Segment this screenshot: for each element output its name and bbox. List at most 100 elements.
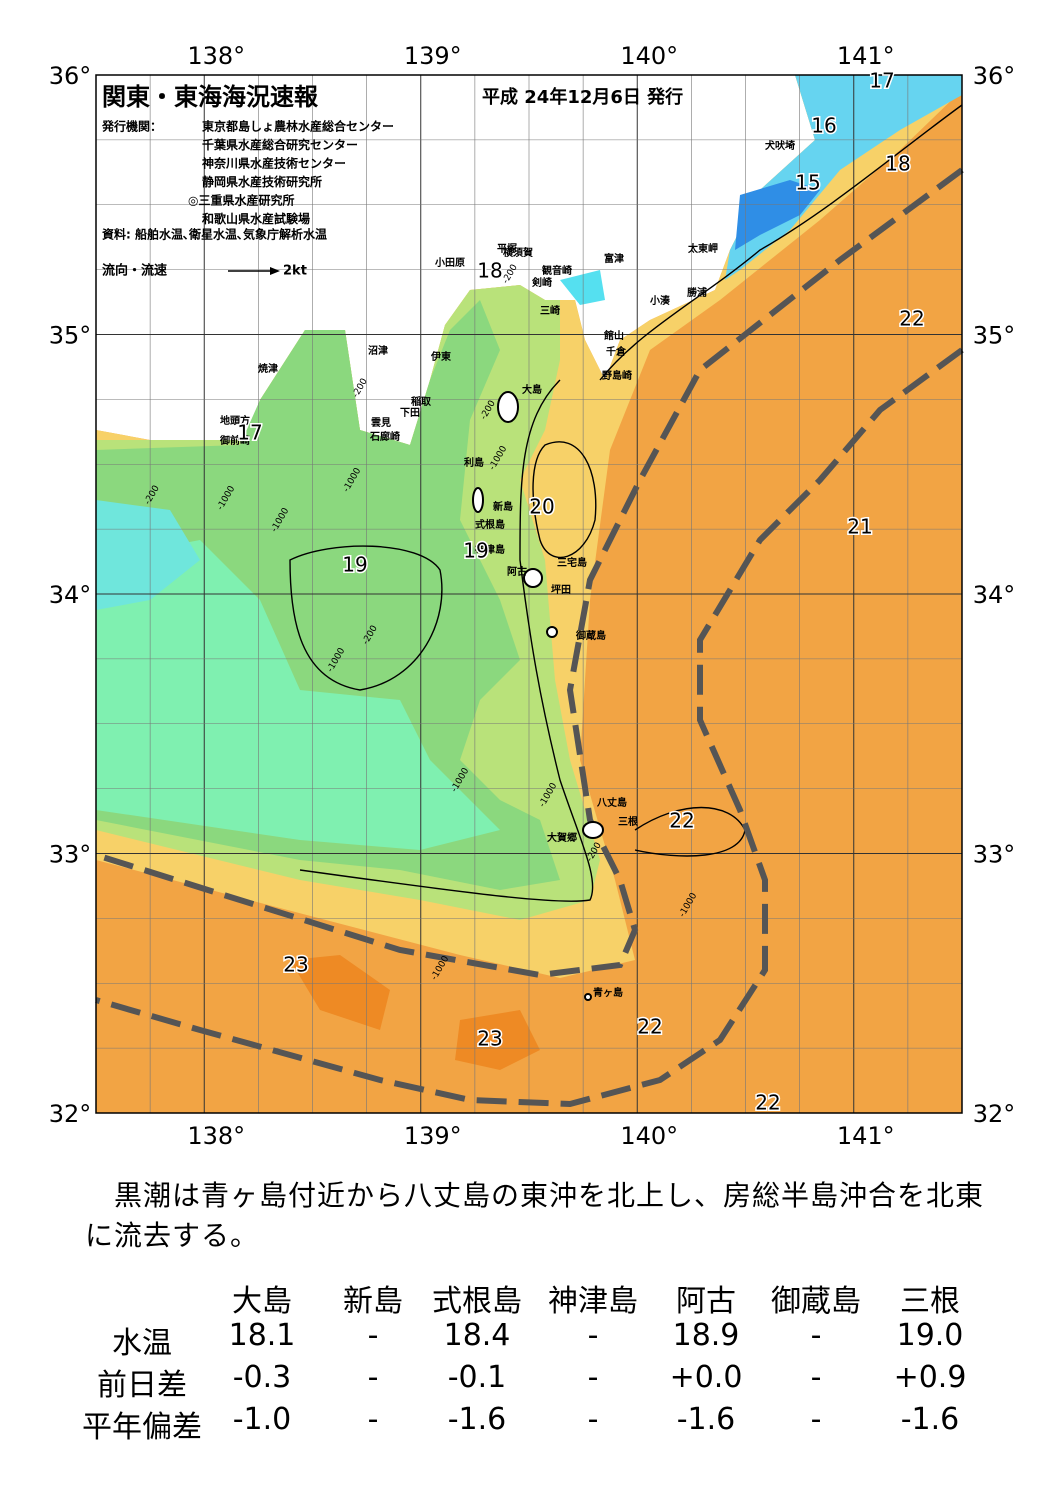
cell: -1.6 — [676, 1402, 736, 1437]
lat-label: 36° — [973, 62, 1016, 90]
lon-label: 139° — [404, 42, 462, 70]
temperature-label: 16 — [811, 114, 836, 138]
lon-label: 138° — [187, 42, 245, 70]
place-label: 御蔵島 — [575, 629, 606, 642]
sea-cyan — [96, 540, 500, 850]
issuer: 和歌山県水産試験場 — [201, 211, 310, 226]
place-label: 沼津 — [368, 344, 388, 357]
cell: +0.0 — [669, 1360, 743, 1395]
row-label: 平年偏差 — [82, 1410, 202, 1445]
sea-deep-orange1 — [290, 955, 390, 1030]
lat-label: 36° — [49, 62, 92, 90]
temperature-label: 19 — [463, 539, 488, 563]
legend-arrowhead — [270, 267, 280, 275]
cell: 18.1 — [228, 1318, 296, 1353]
cell: 19.0 — [896, 1318, 964, 1353]
island — [472, 487, 484, 513]
place-label: 館山 — [603, 329, 624, 342]
column-header: 三根 — [900, 1284, 960, 1319]
place-label: 青ヶ島 — [593, 986, 623, 999]
island — [582, 821, 604, 839]
cell: - — [810, 1402, 822, 1437]
lat-label: 32° — [49, 1100, 92, 1128]
temperature-label: 22 — [637, 1015, 662, 1039]
cell: +0.9 — [893, 1360, 967, 1395]
column-header: 阿古 — [676, 1284, 736, 1319]
place-label: 観音崎 — [542, 264, 572, 277]
temperature-label: 20 — [529, 495, 554, 519]
lat-label: 33° — [49, 841, 92, 869]
description: 黒潮は青ヶ島付近から八丈島の東沖を北上し、房総半島沖合を北東に流去する。 — [85, 1179, 985, 1252]
lon-label: 138° — [187, 1122, 245, 1150]
lon-label: 140° — [620, 42, 678, 70]
place-label: 大島 — [522, 383, 542, 396]
lat-label: 35° — [973, 322, 1016, 350]
issuer: 東京都島しょ農林水産総合センター — [202, 119, 394, 134]
place-label: 神津島 — [475, 543, 505, 556]
cell: -1.0 — [232, 1402, 292, 1437]
sea-deep-orange2 — [455, 1010, 540, 1070]
issuer: ◎三重県水産研究所 — [188, 193, 294, 208]
column-header: 大島 — [232, 1284, 292, 1319]
data-table: 大島 新島 式根島 神津島 阿古 御蔵島 三根 水温 18.1 - 18.4 - 18.9 - 19.0 前日… — [0, 1270, 1064, 1450]
place-label: 大賀郷 — [547, 831, 577, 844]
place-label: 三根 — [618, 815, 638, 828]
place-label: 小田原 — [434, 256, 465, 269]
issue-date: 平成 24年12月6日 発行 — [482, 86, 683, 108]
place-label: 三宅島 — [557, 556, 587, 569]
isotherm — [289, 545, 443, 691]
place-label: 三崎 — [540, 304, 560, 317]
lat-label: 32° — [973, 1100, 1016, 1128]
temperature-label: 18 — [477, 259, 502, 283]
place-label: 野島崎 — [602, 369, 632, 382]
place-label: 御前崎 — [219, 434, 250, 447]
title: 関東・東海海況速報 — [102, 83, 319, 111]
temperature-label: 21 — [847, 515, 872, 539]
island — [523, 568, 543, 588]
place-label: 焼津 — [258, 362, 278, 375]
cell: 18.9 — [672, 1318, 740, 1353]
kuroshio-path — [95, 167, 964, 979]
lat-label: 34° — [973, 581, 1016, 609]
sea-blue — [735, 180, 820, 250]
cell: -1.6 — [900, 1402, 960, 1437]
lon-label: 140° — [620, 1122, 678, 1150]
isotherm — [532, 441, 597, 559]
place-label: 伊東 — [430, 350, 451, 363]
island — [546, 626, 558, 638]
cell: 18.4 — [443, 1318, 511, 1353]
place-label: 阿古 — [507, 565, 527, 578]
cell: -0.3 — [232, 1360, 292, 1395]
place-label: 勝浦 — [687, 286, 707, 299]
cell: - — [587, 1402, 599, 1437]
temperature-label: 19 — [342, 553, 367, 577]
cell: - — [587, 1360, 599, 1395]
map-frame — [95, 74, 963, 1114]
legend-label: 流向・流速 — [102, 263, 167, 279]
place-label: 下田 — [400, 407, 420, 419]
issuer: 神奈川県水産技術センター — [202, 156, 346, 171]
place-label: 利島 — [464, 456, 484, 469]
temperature-label: 15 — [795, 171, 820, 195]
lon-label: 141° — [837, 1122, 895, 1150]
cell: -0.1 — [447, 1360, 507, 1395]
sea-cyan2 — [96, 500, 200, 610]
islands — [472, 391, 604, 1001]
cell: - — [810, 1318, 822, 1353]
temperature-label: 23 — [283, 953, 308, 977]
cell: - — [587, 1318, 599, 1353]
legend-speed: 2kt — [283, 264, 307, 279]
lat-label: 35° — [49, 322, 92, 350]
place-label: 富津 — [604, 252, 624, 265]
lon-label: 139° — [404, 1122, 462, 1150]
lat-label: 34° — [49, 581, 92, 609]
place-label: 八丈島 — [596, 796, 627, 809]
sea-blue-light — [725, 75, 962, 280]
temperature-label: 18 — [885, 152, 910, 176]
place-label: 式根島 — [475, 518, 505, 531]
cell: -1.6 — [447, 1402, 507, 1437]
place-label: 稲取 — [411, 395, 432, 408]
place-label: 雲見 — [371, 417, 391, 429]
place-label: 横須賀 — [503, 246, 533, 259]
place-label: 新島 — [493, 500, 513, 513]
